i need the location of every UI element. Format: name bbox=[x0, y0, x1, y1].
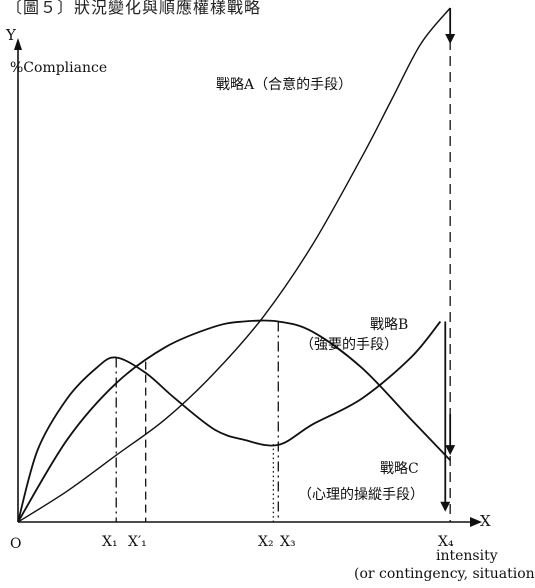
figure-title: 〔圖５〕狀況變化與順應權樣戰略 bbox=[6, 0, 262, 17]
y-axis-arrow bbox=[14, 38, 22, 50]
x-tick-label-x3: X₃ bbox=[280, 534, 296, 550]
x-axis-arrow bbox=[470, 517, 482, 527]
series-label-strategy-a: 戰略A（合意的手段） bbox=[216, 77, 353, 93]
series-sublabel-strategy-b: （強要的手段） bbox=[300, 337, 398, 353]
drop-arrow-strategy-a-head bbox=[445, 33, 456, 44]
x-axis-letter: X bbox=[480, 512, 491, 530]
x-tick-label-x1-prime: X′₁ bbox=[128, 534, 147, 550]
series-line-strategy-b bbox=[17, 319, 451, 523]
series-label-strategy-c: 戰略C bbox=[380, 461, 419, 477]
drop-arrows bbox=[440, 8, 456, 512]
series-line-strategy-c bbox=[17, 320, 442, 523]
drop-arrow-strategy-c-head bbox=[440, 501, 451, 512]
series-line-strategy-a bbox=[17, 7, 451, 523]
drop-arrow-strategy-b-head bbox=[445, 445, 456, 456]
x-tick-label-x1: X₁ bbox=[102, 534, 118, 550]
x-tick-label-x2: X₂ bbox=[258, 534, 274, 550]
series-label-strategy-b: 戰略B bbox=[370, 317, 409, 333]
series-curves bbox=[17, 7, 451, 523]
origin-label: O bbox=[10, 536, 22, 552]
x-tick-label-x4: X₄ bbox=[438, 534, 454, 550]
y-axis-label: %Compliance bbox=[10, 60, 108, 76]
y-axis-letter: Y bbox=[6, 26, 16, 44]
axes bbox=[14, 38, 482, 527]
x-axis-sublabel: (or contingency, situation) bbox=[354, 566, 535, 582]
guide-lines bbox=[115, 8, 451, 522]
series-sublabel-strategy-c: （心理的操縱手段） bbox=[298, 487, 424, 503]
x-axis-label: intensity bbox=[436, 548, 498, 564]
